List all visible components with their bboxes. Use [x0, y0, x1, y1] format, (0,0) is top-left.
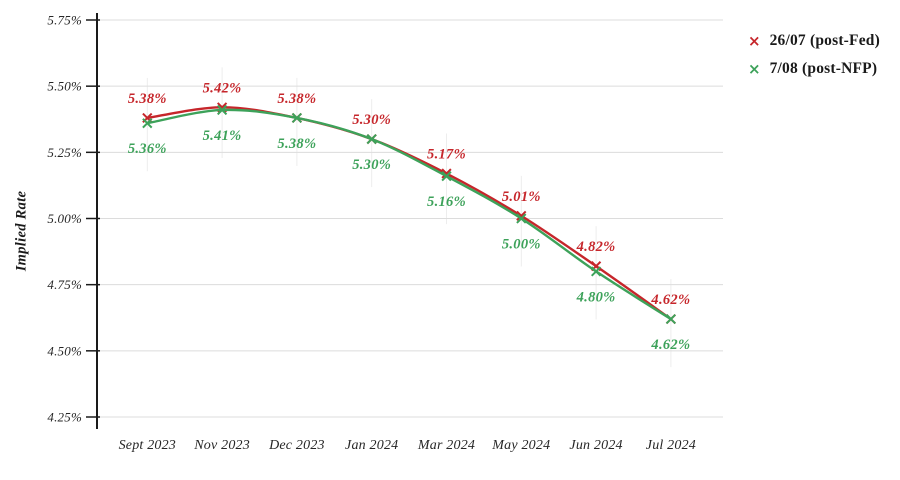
legend-item-post-nfp: × 7/08 (post-NFP) [748, 58, 880, 80]
data-label: 5.42% [203, 80, 242, 96]
y-tick-label: 4.50% [47, 343, 82, 358]
data-label: 5.16% [427, 194, 466, 210]
data-label: 4.80% [576, 289, 616, 305]
legend-label: 7/08 (post-NFP) [769, 60, 878, 77]
x-marker-icon [142, 118, 153, 129]
x-marker-icon [366, 133, 377, 145]
legend-item-post-fed: × 26/07 (post-Fed) [748, 30, 880, 52]
chart-legend: × 26/07 (post-Fed) × 7/08 (post-NFP) [748, 30, 880, 80]
data-label: 5.30% [352, 112, 391, 128]
series-x-marker-icon: × [748, 31, 761, 50]
x-marker-icon [516, 210, 527, 221]
data-label: 5.00% [502, 237, 541, 253]
data-label: 5.17% [427, 147, 466, 163]
data-label: 5.30% [352, 157, 391, 173]
data-label: 4.62% [650, 337, 690, 353]
y-tick-label: 5.75% [47, 13, 82, 28]
x-marker-icon [516, 213, 527, 224]
data-label: 4.62% [650, 292, 690, 308]
x-tick-label: Mar 2024 [417, 438, 475, 453]
y-axis-title: Implied Rate [13, 190, 30, 272]
data-label: 5.38% [128, 91, 167, 107]
y-tick-label: 5.50% [47, 79, 82, 94]
x-tick-label: Dec 2023 [268, 438, 325, 453]
x-marker-icon [441, 168, 452, 179]
x-tick-label: Jul 2024 [646, 438, 696, 453]
x-tick-label: Sept 2023 [119, 438, 176, 453]
x-marker-icon [441, 171, 452, 182]
x-marker-icon [216, 104, 228, 116]
y-tick-label: 4.25% [47, 410, 82, 425]
x-tick-label: Jun 2024 [569, 438, 622, 453]
data-label: 4.82% [576, 239, 616, 255]
x-marker-icon [590, 266, 602, 277]
data-label: 5.38% [277, 136, 316, 152]
y-tick-label: 5.25% [47, 145, 82, 160]
x-tick-label: Nov 2023 [193, 438, 250, 453]
data-label: 5.01% [502, 189, 541, 205]
data-label: 5.36% [128, 141, 167, 157]
y-tick-label: 5.00% [47, 211, 82, 226]
x-tick-label: Jan 2024 [345, 438, 398, 453]
x-marker-icon [665, 313, 677, 325]
legend-label: 26/07 (post-Fed) [769, 32, 880, 49]
data-label: 5.38% [277, 91, 316, 107]
y-tick-label: 4.75% [47, 277, 82, 292]
series-x-marker-icon: × [748, 59, 761, 78]
x-marker-icon [291, 112, 303, 124]
data-label: 5.41% [203, 128, 242, 144]
x-tick-label: May 2024 [491, 438, 550, 453]
